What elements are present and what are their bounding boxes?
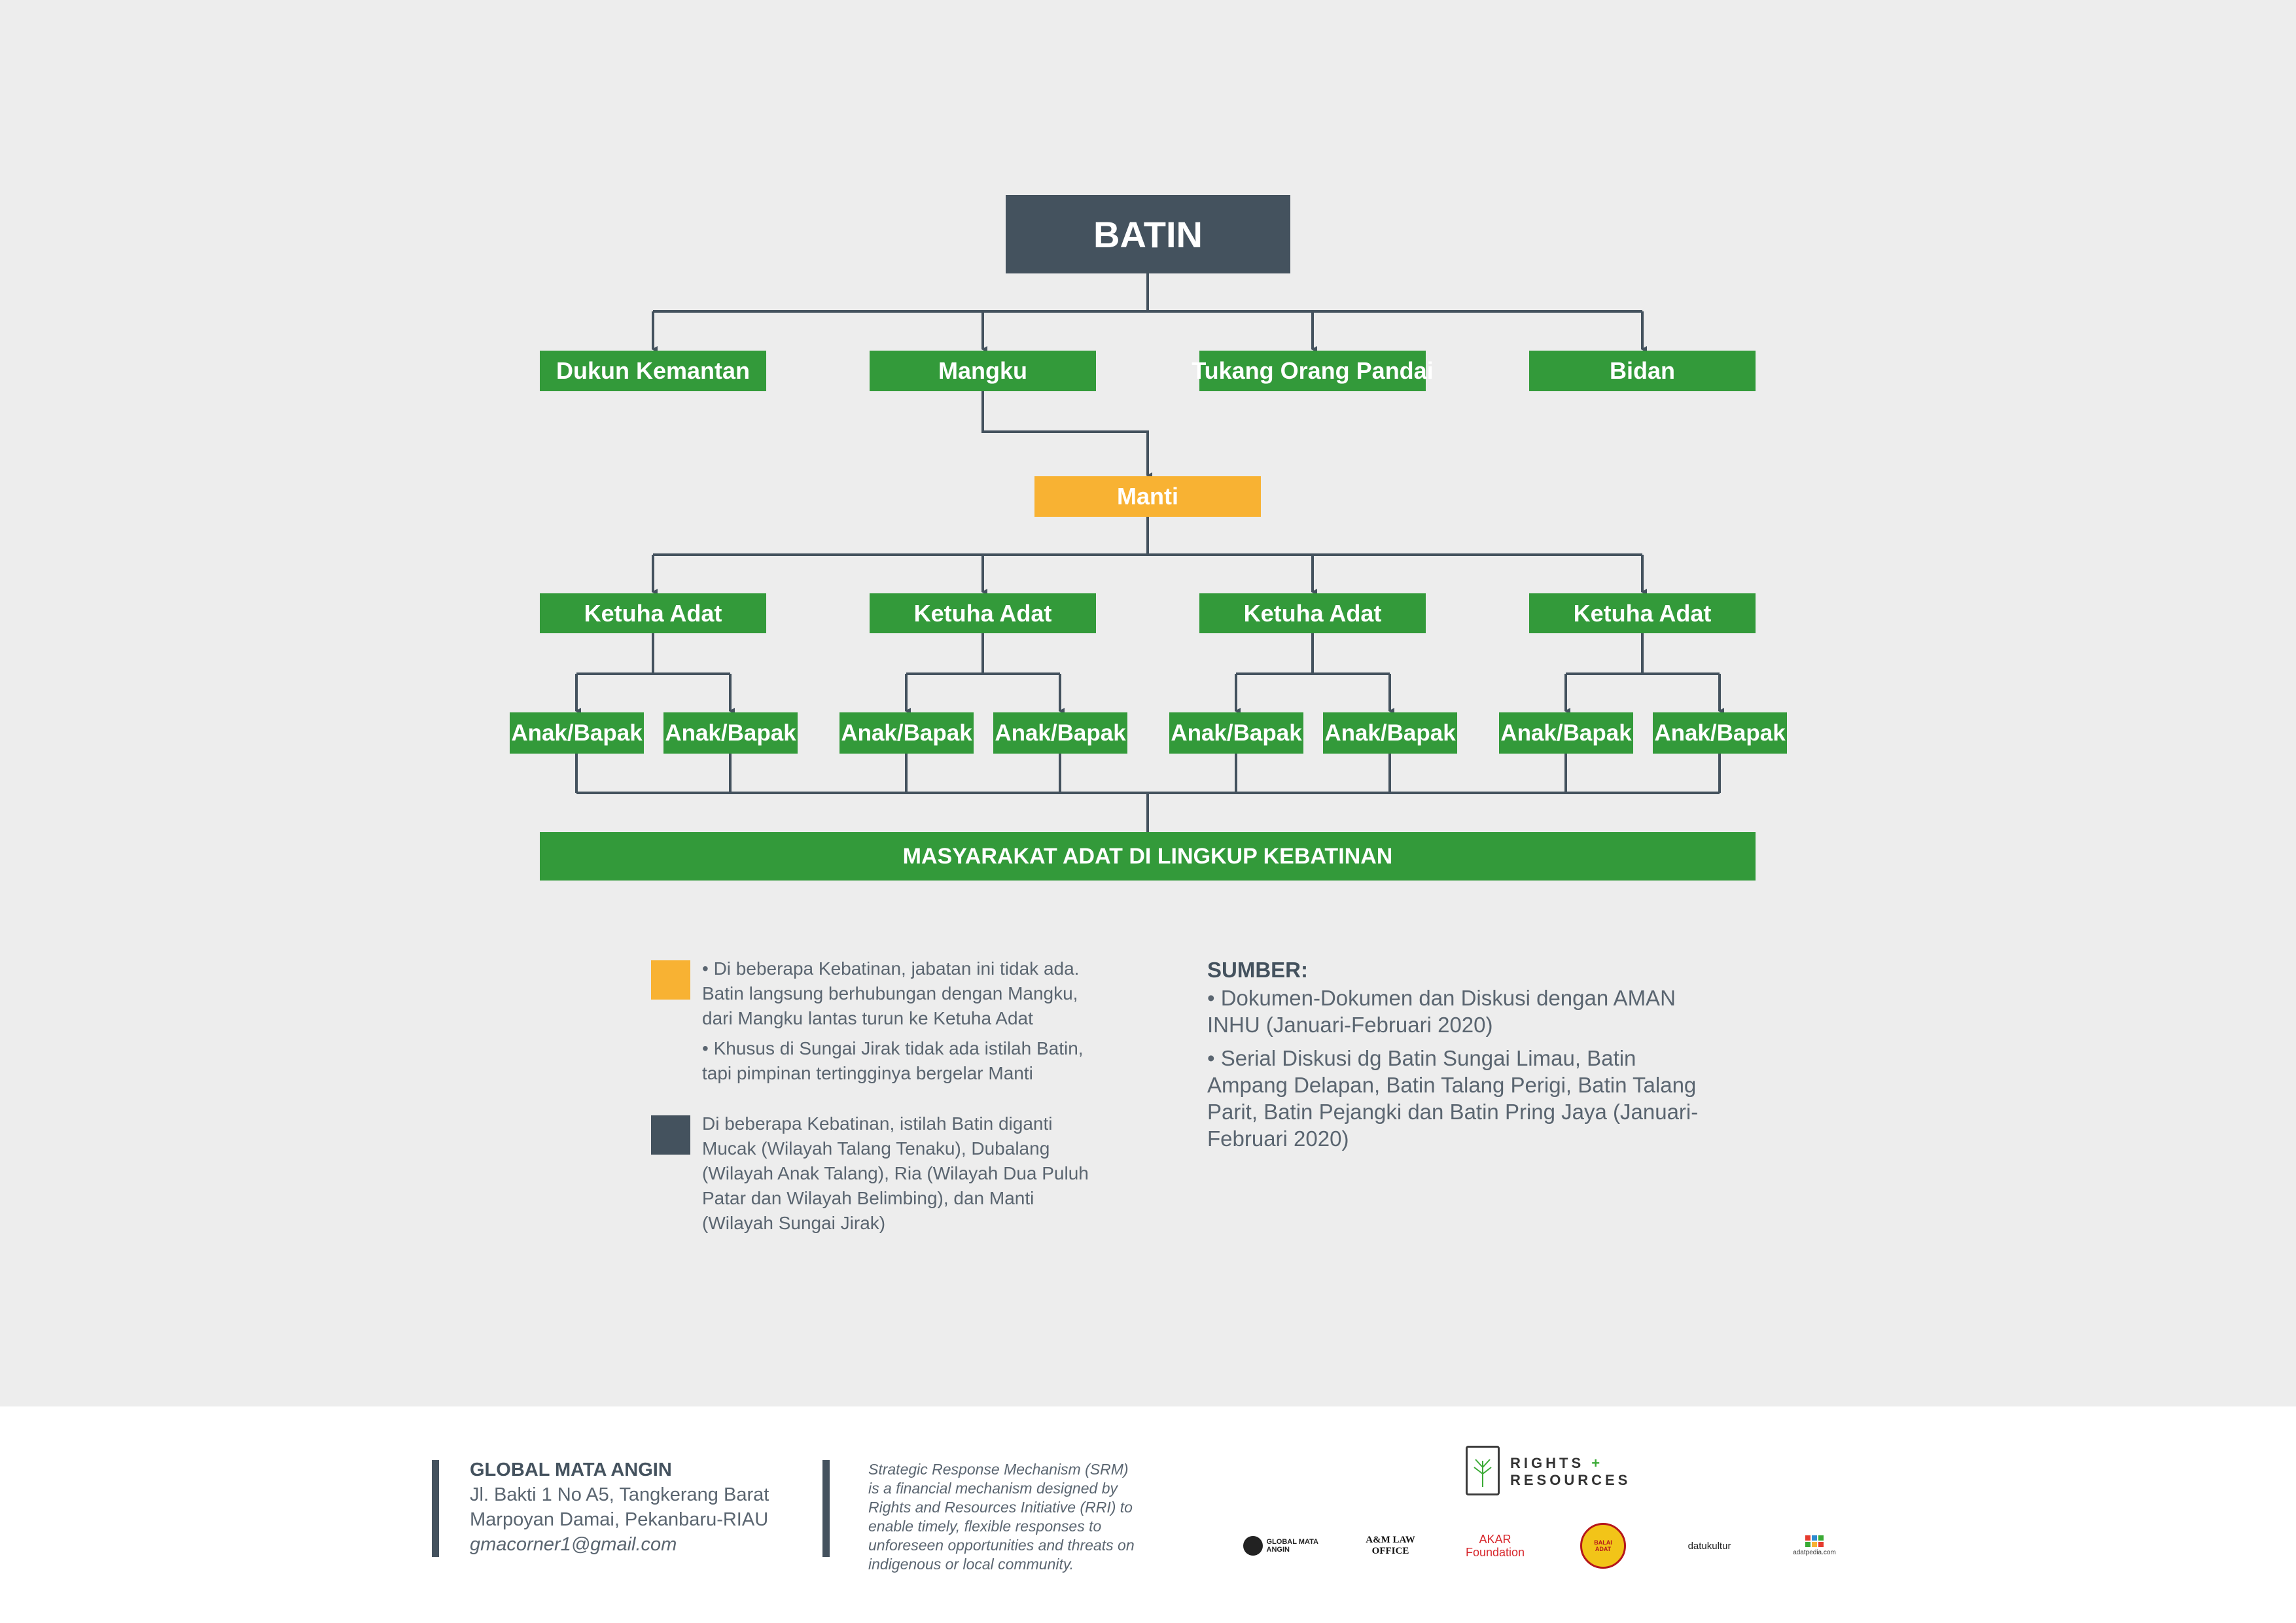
rights-resources-hand-icon [1466,1446,1500,1495]
rights-resources-wordmark: RIGHTS + RESOURCES [1510,1455,1631,1489]
footer-divider-1 [432,1460,439,1557]
node-batin: BATIN [1006,195,1290,273]
rr-plus: + [1591,1455,1604,1471]
node-anak-bapak-1: Anak/Bapak [510,712,644,754]
srm-description: Strategic Response Mechanism (SRM) is a … [868,1461,1135,1573]
node-anak-bapak-3: Anak/Bapak [839,712,974,754]
partner-logo-balai: BALAI ADAT [1576,1522,1631,1570]
node-ketuha-adat-4: Ketuha Adat [1529,593,1756,633]
partner-adatpedia-text: adatpedia.com [1793,1549,1836,1556]
partner-logo-datukultur: datukultur [1675,1528,1744,1563]
partner-am-text: A&M LAW OFFICE [1366,1535,1415,1556]
legend-orange-note-2: • Khusus di Sungai Jirak tidak ada istil… [702,1038,1084,1083]
partner-logo-gma: GLOBAL MATA ANGIN [1240,1528,1328,1563]
footer-org-info: GLOBAL MATA ANGIN Jl. Bakti 1 No A5, Tan… [470,1457,769,1557]
node-tukang-orang-pandai: Tukang Orang Pandai [1192,351,1434,391]
source-item-2: • Serial Diskusi dg Batin Sungai Limau, … [1207,1046,1699,1151]
node-anak-bapak-8: Anak/Bapak [1653,712,1787,754]
org-address-2: Marpoyan Damai, Pekanbaru-RIAU [470,1509,769,1530]
rights-resources-logo: RIGHTS + RESOURCES [1466,1446,1655,1498]
node-anak-bapak-7: Anak/Bapak [1499,712,1633,754]
sources-block: SUMBER: • Dokumen-Dokumen dan Diskusi de… [1207,956,1704,1159]
org-address-1: Jl. Bakti 1 No A5, Tangkerang Barat [470,1484,769,1505]
rr-line1: RIGHTS [1510,1455,1585,1471]
legend-orange-notes: • Di beberapa Kebatinan, jabatan ini tid… [702,956,1095,1091]
node-masyarakat-adat: MASYARAKAT ADAT DI LINGKUP KEBATINAN [540,832,1756,881]
legend-dark-note-text: Di beberapa Kebatinan, istilah Batin dig… [702,1113,1089,1233]
node-anak-bapak-6: Anak/Bapak [1323,712,1457,754]
partner-gma-text: GLOBAL MATA ANGIN [1266,1538,1318,1554]
legend-orange-note-1: • Di beberapa Kebatinan, jabatan ini tid… [702,958,1080,1028]
partner-logo-am: A&M LAW OFFICE [1361,1528,1420,1563]
sources-title: SUMBER: [1207,958,1308,982]
node-anak-bapak-4: Anak/Bapak [993,712,1127,754]
partner-akar-text: AKAR Foundation [1465,1533,1525,1559]
node-manti: Manti [1034,476,1261,517]
partner-logo-akar: AKAR Foundation [1462,1528,1528,1563]
node-ketuha-adat-3: Ketuha Adat [1199,593,1426,633]
legend-orange-swatch [651,960,690,1000]
partner-logo-adatpedia: adatpedia.com [1785,1528,1844,1563]
node-mangku: Mangku [870,351,1096,391]
footer [0,1406,2296,1623]
node-dukun-kemantan: Dukun Kemantan [540,351,766,391]
node-ketuha-adat-2: Ketuha Adat [870,593,1096,633]
partner-balai-text: BALAI ADAT [1594,1539,1612,1552]
footer-divider-2 [822,1460,830,1557]
source-item-1: • Dokumen-Dokumen dan Diskusi dengan AMA… [1207,986,1676,1037]
org-name: GLOBAL MATA ANGIN [470,1459,672,1480]
node-anak-bapak-5: Anak/Bapak [1169,712,1303,754]
node-ketuha-adat-1: Ketuha Adat [540,593,766,633]
legend-dark-swatch [651,1115,690,1155]
node-anak-bapak-2: Anak/Bapak [663,712,798,754]
node-bidan: Bidan [1529,351,1756,391]
org-email[interactable]: gmacorner1@gmail.com [470,1534,677,1555]
rr-line2: RESOURCES [1510,1472,1631,1488]
legend-dark-note: Di beberapa Kebatinan, istilah Batin dig… [702,1111,1095,1241]
partner-datukultur-text: datukultur [1687,1540,1731,1552]
